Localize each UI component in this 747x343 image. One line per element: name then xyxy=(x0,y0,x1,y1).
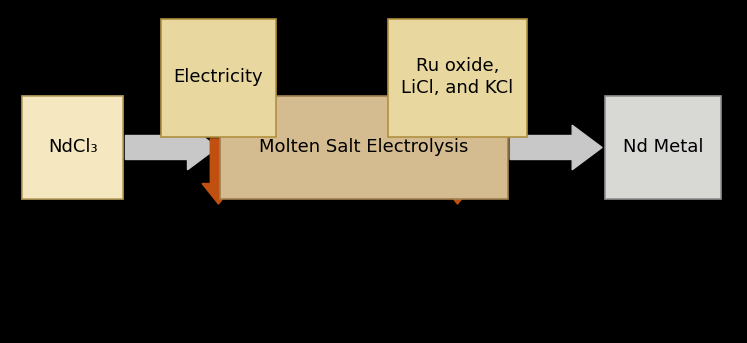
FancyBboxPatch shape xyxy=(605,96,721,199)
FancyBboxPatch shape xyxy=(22,96,123,199)
FancyBboxPatch shape xyxy=(161,19,276,137)
FancyArrow shape xyxy=(202,139,235,204)
FancyBboxPatch shape xyxy=(220,96,508,199)
Text: NdCl₃: NdCl₃ xyxy=(48,139,98,156)
FancyArrow shape xyxy=(441,139,474,204)
FancyBboxPatch shape xyxy=(388,19,527,137)
FancyArrow shape xyxy=(510,125,602,170)
Text: Nd Metal: Nd Metal xyxy=(623,139,703,156)
Text: Ru oxide,
LiCl, and KCl: Ru oxide, LiCl, and KCl xyxy=(401,57,514,97)
FancyArrow shape xyxy=(125,125,217,170)
Text: Electricity: Electricity xyxy=(174,68,263,86)
Text: Molten Salt Electrolysis: Molten Salt Electrolysis xyxy=(259,139,469,156)
